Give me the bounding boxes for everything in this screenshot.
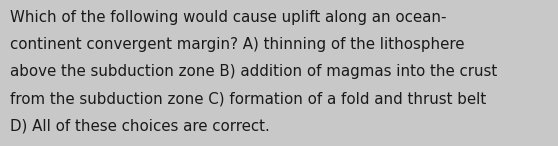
Text: D) All of these choices are correct.: D) All of these choices are correct.	[10, 118, 270, 133]
Text: continent convergent margin? A) thinning of the lithosphere: continent convergent margin? A) thinning…	[10, 37, 465, 52]
Text: above the subduction zone B) addition of magmas into the crust: above the subduction zone B) addition of…	[10, 64, 497, 79]
Text: from the subduction zone C) formation of a fold and thrust belt: from the subduction zone C) formation of…	[10, 91, 486, 106]
Text: Which of the following would cause uplift along an ocean-: Which of the following would cause uplif…	[10, 10, 446, 25]
